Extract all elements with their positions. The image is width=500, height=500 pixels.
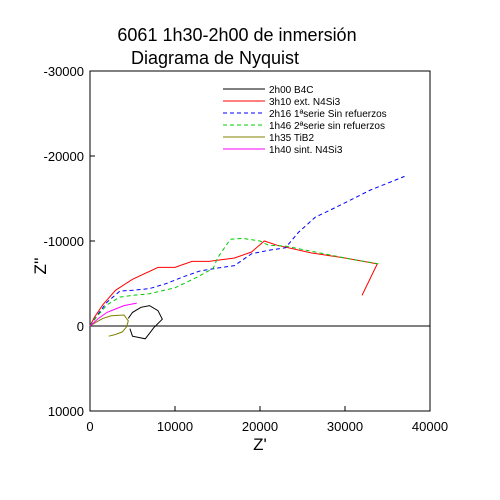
x-tick-label: 0 (86, 419, 93, 434)
chart-title: 6061 1h30-2h00 de inmersión (117, 25, 356, 45)
series-line-1 (127, 305, 163, 340)
y-axis-label: Z'' (31, 258, 50, 275)
y-tick-label: -30000 (44, 64, 84, 79)
y-tick-label: -10000 (44, 234, 84, 249)
series-line-5 (89, 314, 129, 337)
legend-label: 1h40 sint. N4Si3 (269, 145, 343, 156)
x-tick-label: 40000 (412, 419, 448, 434)
series-line-2 (89, 240, 379, 327)
legend-label: 2h00 B4C (269, 85, 313, 96)
y-tick-label: 10000 (48, 404, 84, 419)
x-tick-label: 10000 (157, 419, 193, 434)
series-line-6 (89, 302, 137, 327)
series-line-3 (89, 175, 405, 327)
y-tick-label: -20000 (44, 149, 84, 164)
legend-label: 2h16 1ªserie Sin refuerzos (269, 109, 387, 120)
legend-label: 3h10 ext. N4Si3 (269, 97, 341, 108)
legend-label: 1h35 TiB2 (269, 133, 314, 144)
series-line-4 (89, 237, 380, 327)
x-tick-label: 30000 (327, 419, 363, 434)
y-tick-label: 0 (77, 319, 84, 334)
x-tick-label: 20000 (242, 419, 278, 434)
chart-subtitle: Diagrama de Nyquist (131, 48, 299, 68)
x-axis-label: Z' (253, 435, 267, 454)
legend-label: 1h46 2ªserie sin refuerzos (269, 121, 385, 132)
